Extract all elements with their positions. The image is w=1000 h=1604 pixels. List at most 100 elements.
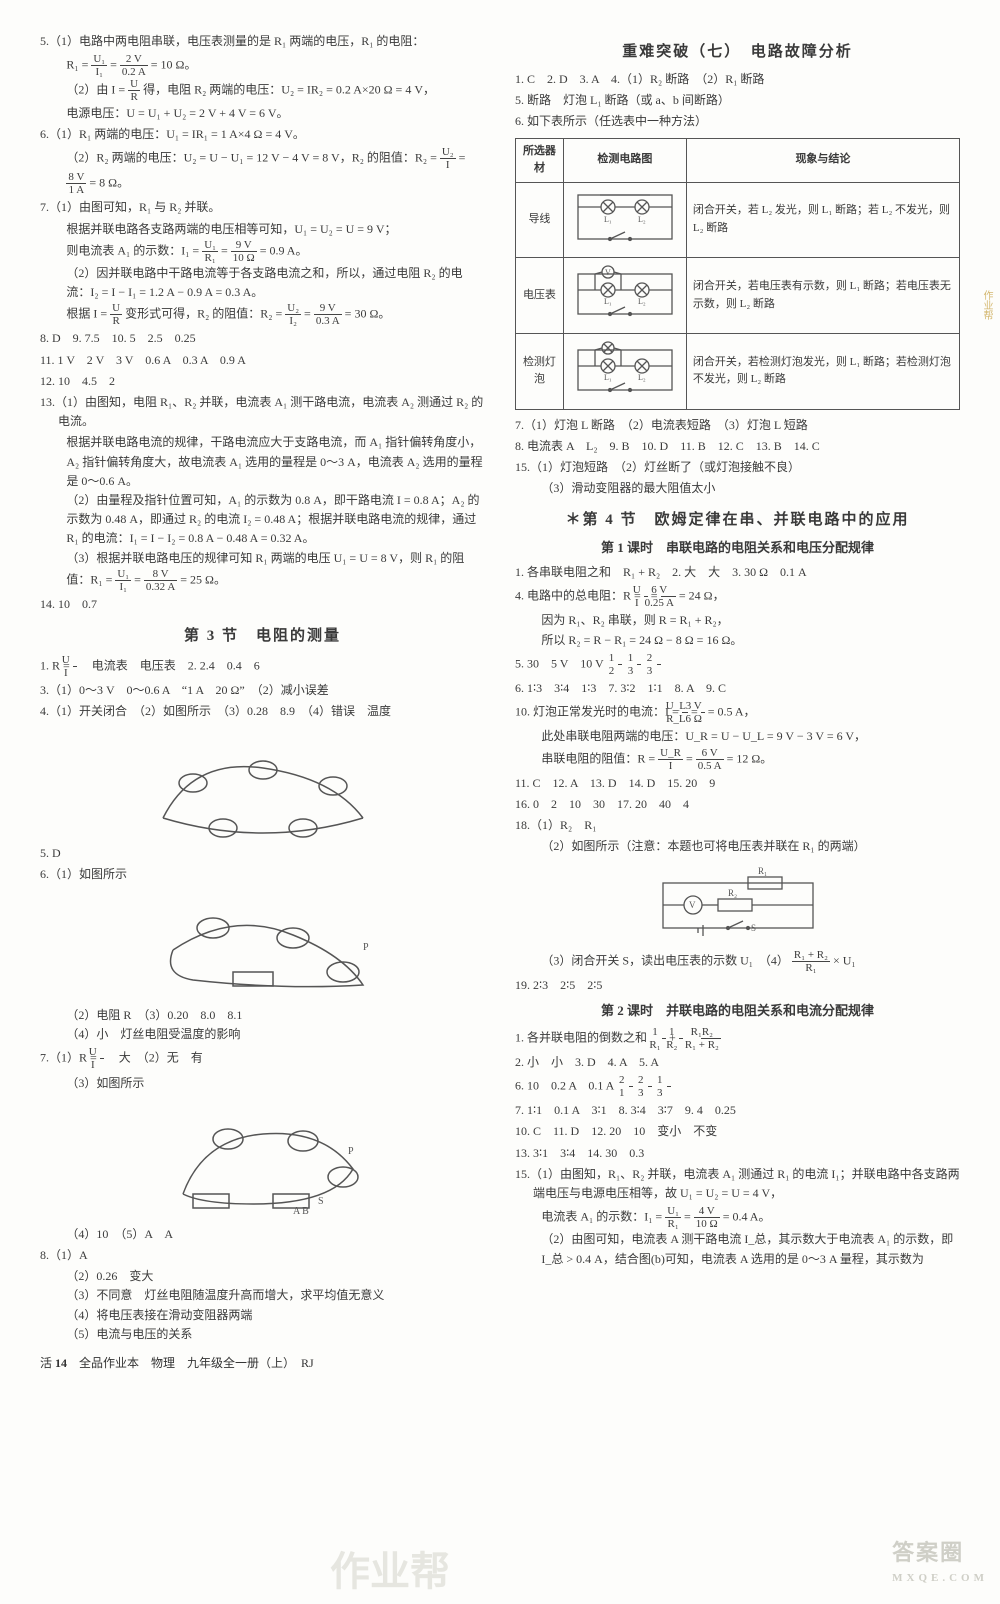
- circuit-icon: L₁ L₂: [570, 187, 680, 247]
- svg-text:L₁: L₁: [604, 215, 612, 224]
- svg-text:P: P: [363, 942, 369, 953]
- corner-watermark: 答案圈 MXQE.COM: [892, 1535, 988, 1588]
- p1-4c: 所以 R₂ = R − R₁ = 24 Ω − 8 Ω = 16 Ω。: [515, 631, 960, 650]
- p2-10: 10. C 11. D 12. 20 10 变小 不变: [515, 1122, 960, 1141]
- r8: 8. 电流表 A L₂ 9. B 10. D 11. B 12. C 13. B…: [515, 437, 960, 456]
- q6-l1: 6.（1）R₁ 两端的电压：U₁ = IR₁ = 1 A×4 Ω = 4 V。: [40, 125, 485, 144]
- p1-1: 1. 各串联电阻之和 R₁ + R₂ 2. 大 大 3. 30 Ω 0.1 A: [515, 563, 960, 582]
- q8: 8. D 9. 7.5 10. 5 2.5 0.25: [40, 329, 485, 348]
- r1: 1. C 2. D 3. A 4.（1）R₂ 断路 （2）R₁ 断路: [515, 70, 960, 89]
- p2-15: 15.（1）由图知，R₁、R₂ 并联，电流表 A₁ 测通过 R₁ 的电流 I₁；…: [515, 1165, 960, 1203]
- s3-q3: 3.（1）0～3 V 0～0.6 A “1 A 20 Ω” （2）减小误差: [40, 681, 485, 700]
- svg-text:R₁: R₁: [758, 866, 767, 876]
- q12: 12. 10 4.5 2: [40, 372, 485, 391]
- p1-4b: 因为 R₁、R₂ 串联，则 R = R₁ + R₂，: [515, 611, 960, 630]
- q5-l1: 5.（1）电路中两电阻串联，电压表测量的是 R₁ 两端的电压，R₁ 的电阻：: [40, 32, 485, 51]
- p1-10c: 串联电阻的阻值：R = U_RI = 6 V0.5 A = 12 Ω。: [515, 747, 960, 772]
- p2-15c: （2）由图可知，电流表 A 测干路电流 I_总，其示数大于电流表 A₁ 的示数，…: [515, 1230, 960, 1268]
- p1-18b: （2）如图所示（注意：本题也可将电压表并联在 R₁ 的两端）: [515, 837, 960, 856]
- side-tab: 作业帮: [966, 290, 994, 320]
- s3-q8-2: （2）0.26 变大: [40, 1267, 485, 1286]
- section-4-title: ＊第 4 节 欧姆定律在串、并联电路中的应用: [515, 508, 960, 532]
- svg-text:A B: A B: [293, 1206, 309, 1217]
- s3-q6b: （2）电阻 R （3）0.20 8.0 8.1: [40, 1006, 485, 1025]
- q5-l4: 电源电压：U = U₁ + U₂ = 2 V + 4 V = 6 V。: [40, 104, 485, 123]
- p2-13: 13. 3∶1 3∶4 14. 30 0.3: [515, 1144, 960, 1163]
- svg-text:R₂: R₂: [728, 888, 737, 898]
- left-column: 5.（1）电路中两电阻串联，电压表测量的是 R₁ 两端的电压，R₁ 的电阻： R…: [40, 30, 485, 1344]
- p2-15b: 电流表 A₁ 的示数：I₁ = U₁R₁ = 4 V10 Ω = 0.4 A。: [515, 1205, 960, 1230]
- q13-l4: （3）根据并联电路电压的规律可知 R₁ 两端的电压 U₁ = U = 8 V，则…: [40, 549, 485, 593]
- table-row: 导线 L₁ L₂: [516, 182, 960, 258]
- s3-q4: 4.（1）开关闭合 （2）如图所示 （3）0.28 8.9 （4）错误 温度: [40, 702, 485, 721]
- r7: 7.（1）灯泡 L 断路 （2）电流表短路 （3）灯泡 L 短路: [515, 416, 960, 435]
- s3-q7: 7.（1）R = UI 大 （2）无 有: [40, 1046, 485, 1071]
- q14: 14. 10 0.7: [40, 595, 485, 614]
- svg-text:L₁: L₁: [604, 297, 612, 306]
- circuit-diagram-3: P A B S: [133, 1099, 393, 1219]
- section-4-sub1: 第 1 课时 串联电路的电阻关系和电压分配规律: [515, 538, 960, 559]
- svg-text:S: S: [751, 923, 756, 933]
- section-4-sub2: 第 2 课时 并联电路的电阻关系和电流分配规律: [515, 1001, 960, 1022]
- breakthrough-7-title: 重难突破（七） 电路故障分析: [515, 40, 960, 64]
- s3-q8-3: （3）不同意 灯丝电阻随温度升高而增大，求平均值无意义: [40, 1286, 485, 1305]
- p1-16: 16. 0 2 10 30 17. 20 40 4: [515, 795, 960, 814]
- p2-2: 2. 小 小 3. D 4. A 5. A: [515, 1053, 960, 1072]
- q6-l2: （2）R₂ 两端的电压：U₂ = U − U₁ = 12 V − 4 V = 8…: [40, 146, 485, 171]
- circuit-diagram-2: P: [133, 890, 393, 1000]
- th-device: 所选器材: [516, 138, 564, 182]
- p1-10b: 此处串联电阻两端的电压：U_R = U − U_L = 9 V − 3 V = …: [515, 727, 960, 746]
- s3-q8-5: （5）电流与电压的关系: [40, 1325, 485, 1344]
- q13-l1: 13.（1）由图知，电阻 R₁、R₂ 并联，电流表 A₁ 测干路电流，电流表 A…: [40, 393, 485, 431]
- fault-table: 所选器材 检测电路图 现象与结论 导线 L₁: [515, 138, 960, 410]
- q7-l4: （2）因并联电路中干路电流等于各支路电流之和，所以，通过电阻 R₂ 的电流：I₂…: [40, 264, 485, 302]
- th-result: 现象与结论: [686, 138, 959, 182]
- s3-q7-3: （3）如图所示: [40, 1074, 485, 1093]
- s3-q8-4: （4）将电压表接在滑动变阻器两端: [40, 1306, 485, 1325]
- r15: 15.（1）灯泡短路 （2）灯丝断了（或灯泡接触不良）: [515, 458, 960, 477]
- p1-18: 18.（1）R₂ R₁: [515, 816, 960, 835]
- svg-text:S: S: [318, 1196, 324, 1207]
- p1-4: 4. 电路中的总电阻：R = UI = 6 V0.25 A = 24 Ω，: [515, 584, 960, 609]
- p1-6: 6. 1∶3 3∶4 1∶3 7. 3∶2 1∶1 8. A 9. C: [515, 679, 960, 698]
- r5: 5. 断路 灯泡 L₁ 断路（或 a、b 间断路）: [515, 91, 960, 110]
- page-footer: 活 14 全品作业本 物理 九年级全一册（上） RJ: [40, 1354, 960, 1373]
- p1-19: 19. 2∶3 2∶5 2∶5: [515, 976, 960, 995]
- q13-l2: 根据并联电路电流的规律，干路电流应大于支路电流，而 A₁ 指针偏转角度小，A₂ …: [40, 433, 485, 491]
- p1-11: 11. C 12. A 13. D 14. D 15. 20 9: [515, 774, 960, 793]
- q7-l1: 7.（1）由图可知，R₁ 与 R₂ 并联。: [40, 198, 485, 217]
- q5-l3: （2）由 I = UR 得，电阻 R₂ 两端的电压：U₂ = IR₂ = 0.2…: [40, 78, 485, 103]
- right-column: 重难突破（七） 电路故障分析 1. C 2. D 3. A 4.（1）R₂ 断路…: [515, 30, 960, 1344]
- svg-text:P: P: [348, 1146, 354, 1157]
- svg-text:L₂: L₂: [638, 297, 646, 306]
- s3-q6c: （4）小 灯丝电阻受温度的影响: [40, 1025, 485, 1044]
- svg-text:V: V: [605, 268, 611, 277]
- q6-l3: 8 V1 A = 8 Ω。: [40, 171, 485, 196]
- q5-l2: R₁ = U₁I₁ = 2 V0.2 A = 10 Ω。: [40, 53, 485, 78]
- section-3-title: 第 3 节 电阻的测量: [40, 624, 485, 648]
- p2-1: 1. 各并联电阻的倒数之和 1R₁ + 1R₂ R₁R₂R₁ + R₂: [515, 1026, 960, 1051]
- p1-5: 5. 30 5 V 10 V 12 13 23: [515, 652, 960, 677]
- svg-text:L₂: L₂: [638, 215, 646, 224]
- p1-10: 10. 灯泡正常发光时的电流：I = U_LR_L = 3 V6 Ω = 0.5…: [515, 700, 960, 725]
- svg-text:L₁: L₁: [604, 373, 612, 382]
- r15b: （3）滑动变阻器的最大阻值太小: [515, 479, 960, 498]
- q7-l2: 根据并联电路各支路两端的电压相等可知，U₁ = U₂ = U = 9 V；: [40, 220, 485, 239]
- th-circuit: 检测电路图: [563, 138, 686, 182]
- svg-text:L₂: L₂: [638, 373, 646, 382]
- circuit-diagram-4: R₁ V R₂ S: [648, 863, 828, 943]
- q7-l5: 根据 I = UR 变形式可得，R₂ 的阻值：R₂ = U₂I₂ = 9 V0.…: [40, 302, 485, 327]
- p1-18c: （3）闭合开关 S，读出电压表的示数 U₁ （4） R₁ + R₂R₁ × U₁: [515, 949, 960, 974]
- watermark: 作业帮: [330, 1540, 450, 1604]
- p2-7: 7. 1∶1 0.1 A 3∶1 8. 3∶4 3∶7 9. 4 0.25: [515, 1101, 960, 1120]
- circuit-icon: L₁ L₂: [570, 338, 680, 398]
- p2-6: 6. 10 0.2 A 0.1 A 21 23 13: [515, 1074, 960, 1099]
- svg-text:V: V: [689, 900, 696, 910]
- circuit-icon: V L₁ L₂: [570, 262, 680, 322]
- table-row: 电压表 V L₁ L₂: [516, 258, 960, 334]
- circuit-diagram-1: [133, 728, 393, 838]
- r6: 6. 如下表所示（任选表中一种方法）: [515, 112, 960, 131]
- page-columns: 5.（1）电路中两电阻串联，电压表测量的是 R₁ 两端的电压，R₁ 的电阻： R…: [40, 30, 960, 1344]
- s3-q5: 5. D: [40, 844, 485, 863]
- q13-l3: （2）由量程及指针位置可知，A₁ 的示数为 0.8 A，即干路电流 I = 0.…: [40, 491, 485, 549]
